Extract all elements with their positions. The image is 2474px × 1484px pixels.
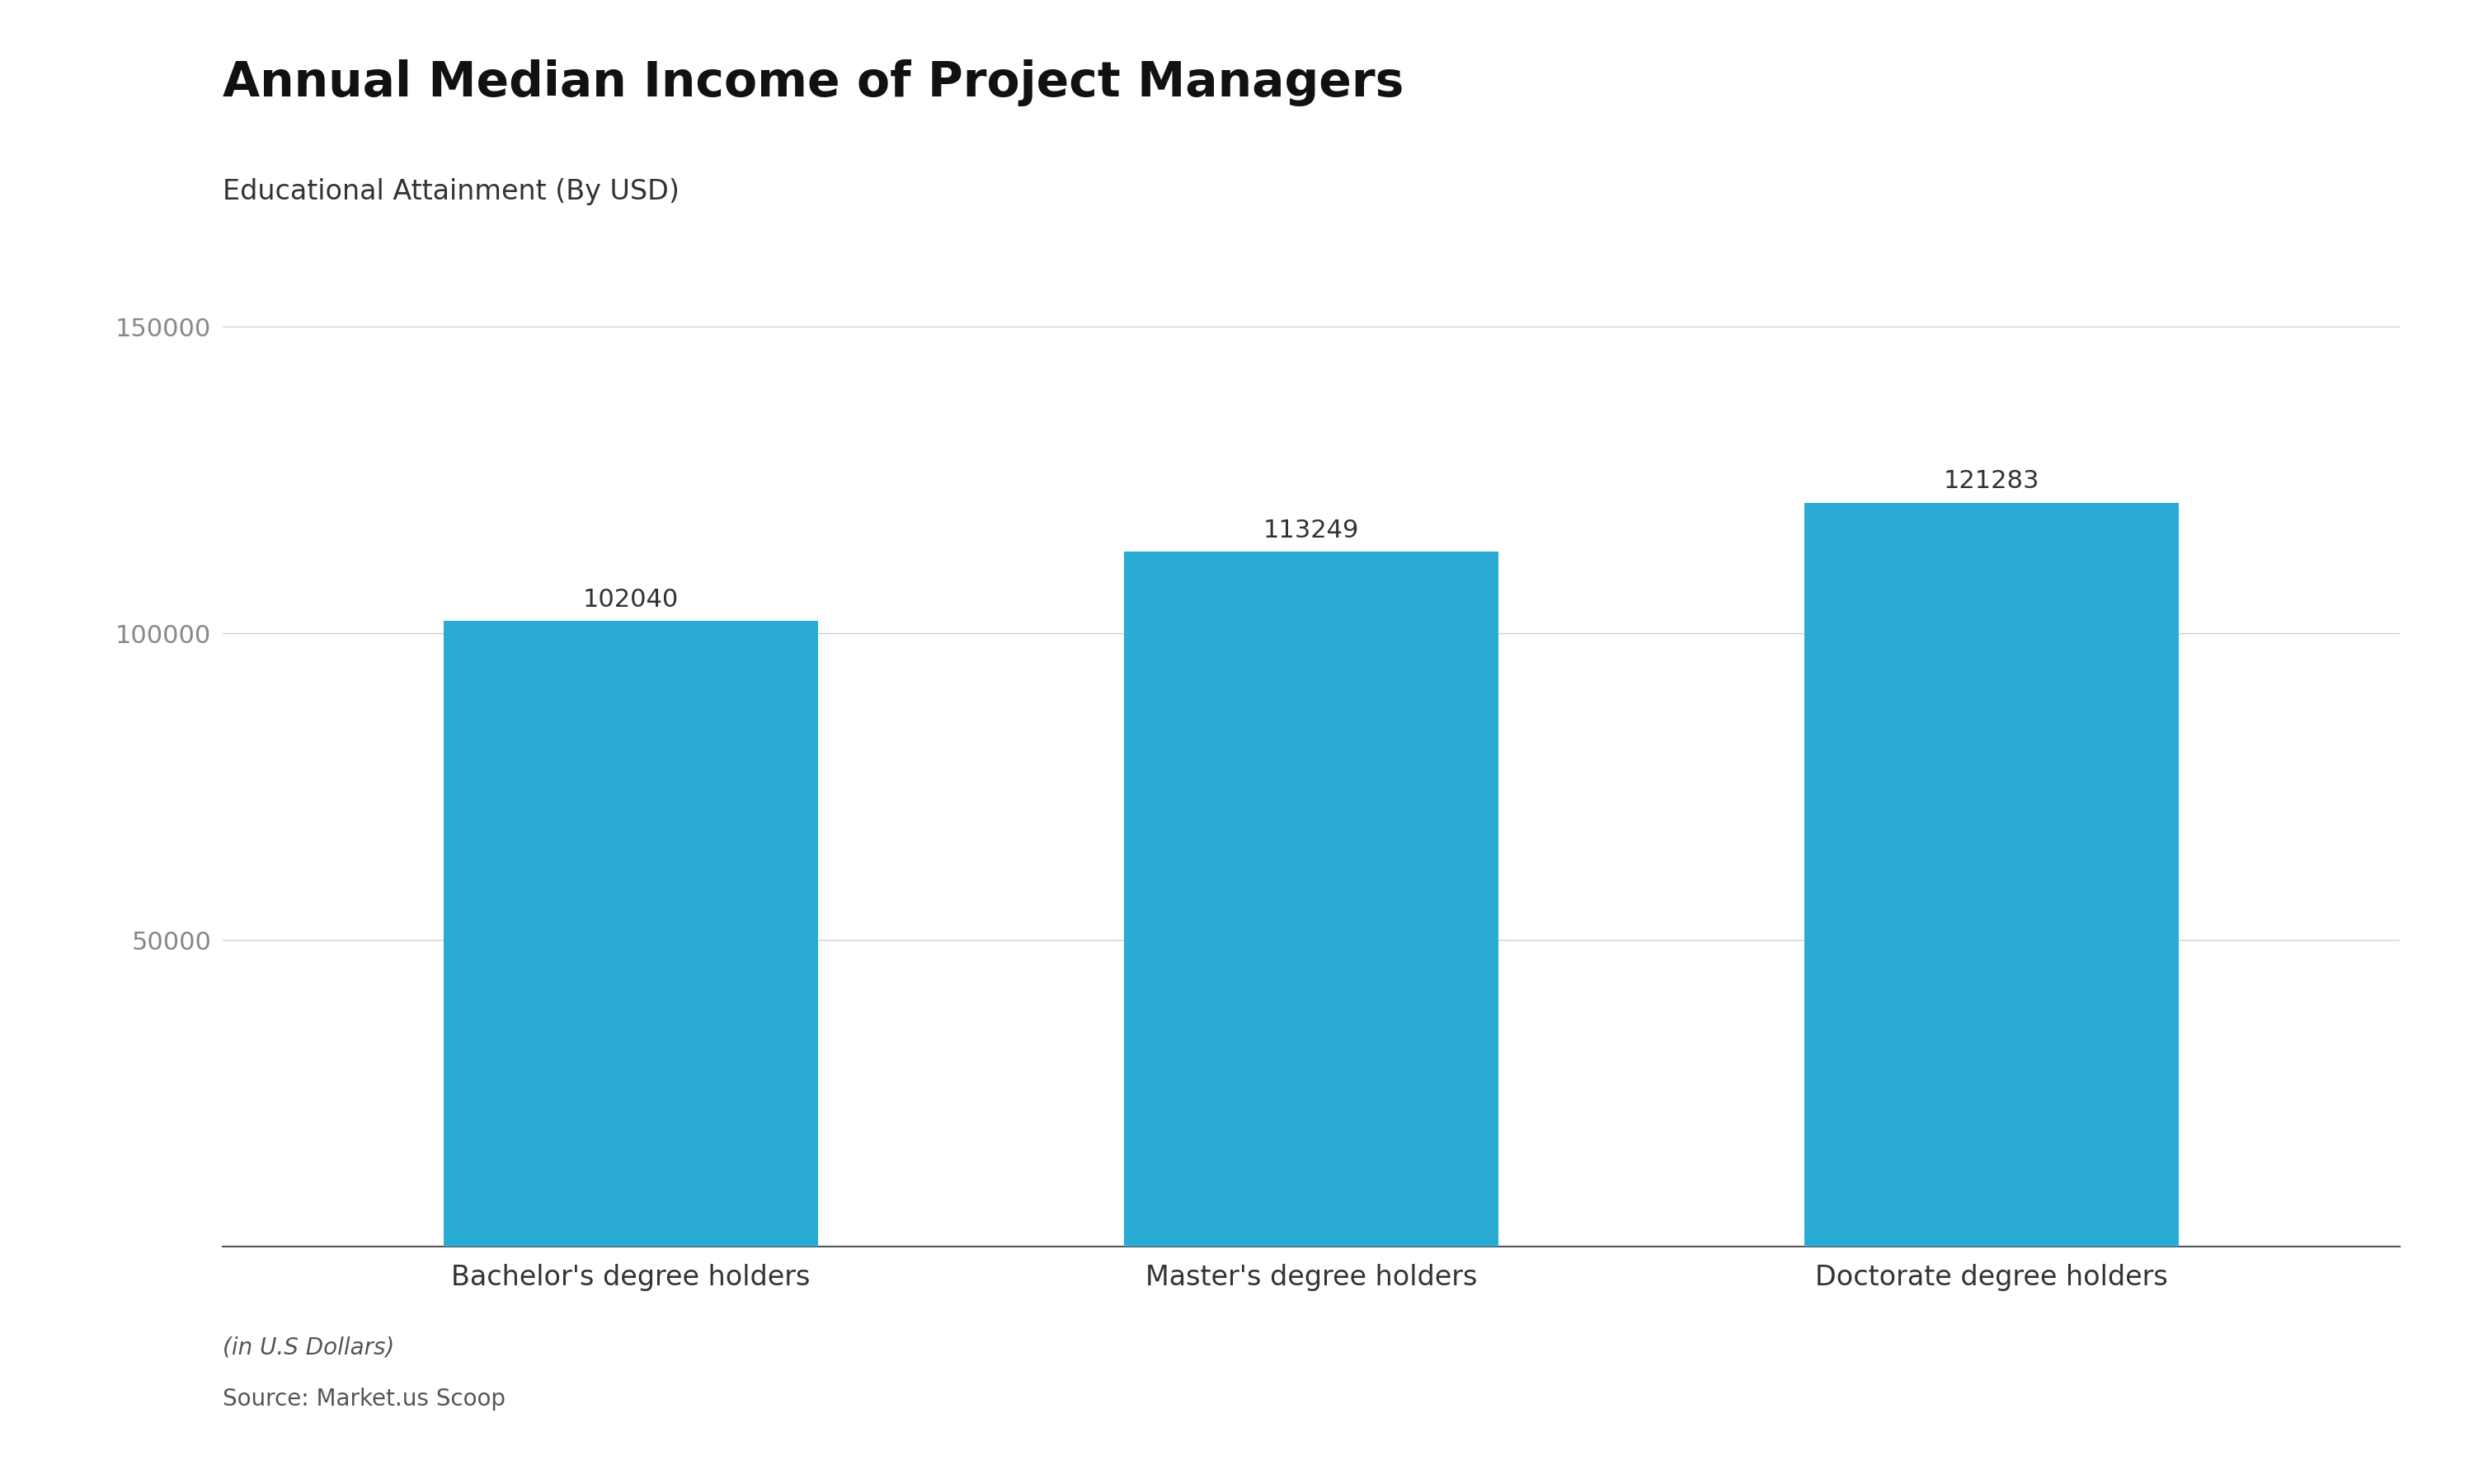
Text: 102040: 102040 [584,588,678,611]
Text: 121283: 121283 [1945,469,2039,493]
Text: Source: Market.us Scoop: Source: Market.us Scoop [223,1388,505,1411]
Bar [443,620,819,1247]
Bar [1123,552,1499,1247]
Bar [1804,503,2180,1247]
Text: Annual Median Income of Project Managers: Annual Median Income of Project Managers [223,59,1403,107]
Text: (in U.S Dollars): (in U.S Dollars) [223,1336,393,1359]
Text: 113249: 113249 [1264,519,1358,543]
Text: Educational Attainment (By USD): Educational Attainment (By USD) [223,178,680,205]
